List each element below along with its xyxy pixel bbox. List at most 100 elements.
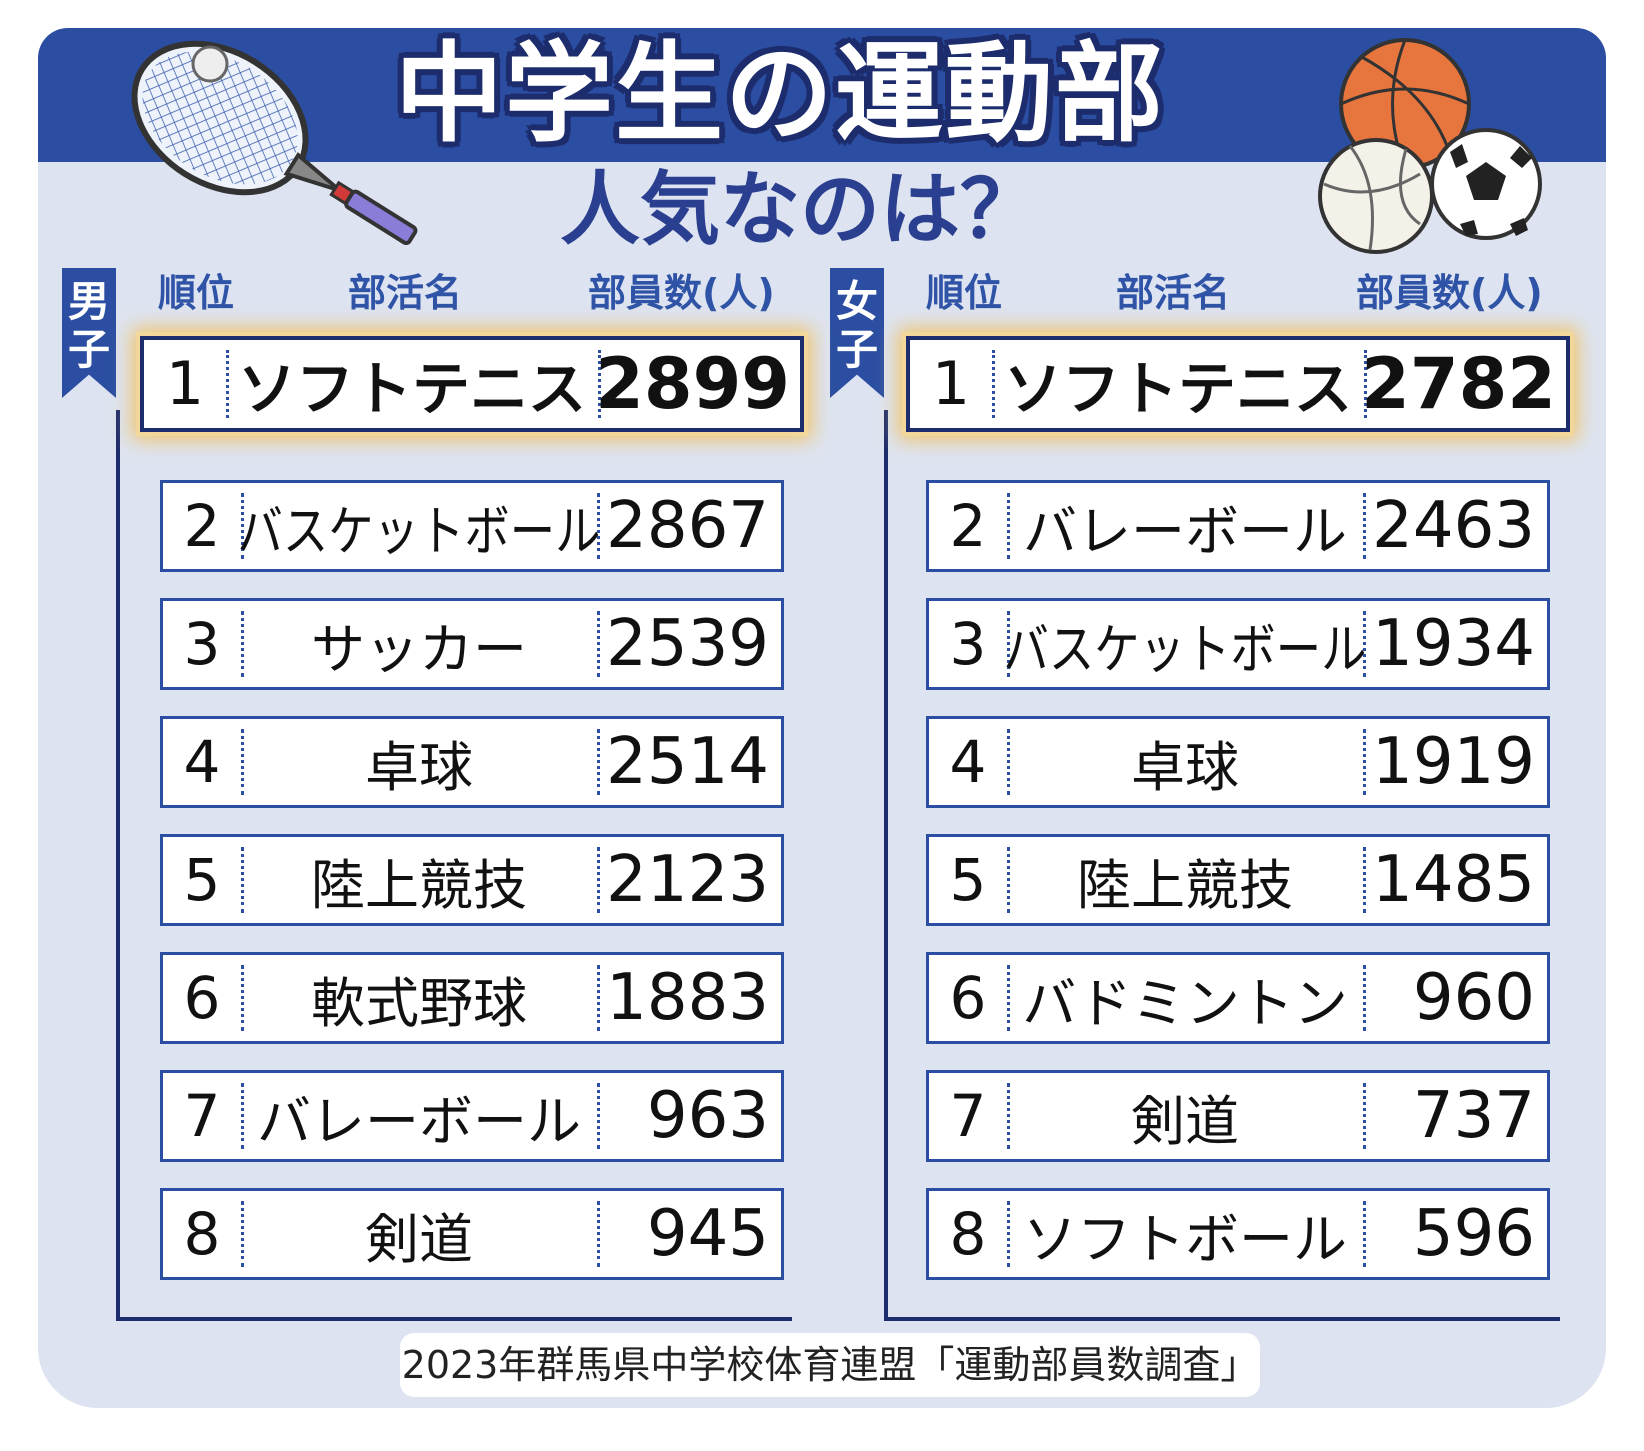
- club-name-cell: バレーボール: [241, 1073, 597, 1159]
- table-row: 3 バスケットボール 1934: [926, 598, 1550, 690]
- balls-illustration: [1318, 38, 1542, 254]
- rank-cell: 1: [931, 349, 971, 419]
- column-divider: [241, 1083, 244, 1149]
- club-name: バスケットボール: [237, 499, 601, 563]
- column-divider: [1363, 965, 1366, 1031]
- club-name: 陸上競技: [1077, 853, 1293, 917]
- column-divider: [1363, 611, 1366, 677]
- column-divider: [1007, 729, 1010, 795]
- column-divider: [598, 350, 601, 418]
- member-count-cell: 1919: [1372, 725, 1535, 799]
- table-row: 6 軟式野球 1883: [160, 952, 784, 1044]
- column-divider: [1363, 847, 1366, 913]
- club-name-cell: 剣道: [241, 1191, 597, 1277]
- column-divider: [1364, 350, 1367, 418]
- rank-cell: 6: [183, 964, 221, 1032]
- table-row: 8 剣道 945: [160, 1188, 784, 1280]
- club-name-cell: 剣道: [1007, 1073, 1363, 1159]
- column-divider: [1007, 1083, 1010, 1149]
- page-title: 中学生の運動部: [394, 32, 1165, 157]
- basketball-icon: [1339, 38, 1471, 170]
- club-name-cell: 卓球: [241, 719, 597, 805]
- member-count-cell: 2514: [606, 725, 769, 799]
- rank-cell: 5: [949, 846, 987, 914]
- club-name-cell: ソフトテニス: [992, 340, 1364, 428]
- source-note: 2023年群馬県中学校体育連盟「運動部員数調査」: [400, 1333, 1260, 1397]
- column-divider: [992, 350, 995, 418]
- table-row: 1 ソフトテニス 2782: [906, 336, 1570, 432]
- club-name-cell: 卓球: [1007, 719, 1363, 805]
- club-name: バドミントン: [1022, 971, 1348, 1035]
- rank-cell: 8: [949, 1200, 987, 1268]
- club-name: 軟式野球: [311, 971, 527, 1035]
- column-divider: [1363, 493, 1366, 559]
- volleyball-icon: [1318, 138, 1434, 254]
- page-subtitle: 人気なのは？: [560, 163, 1040, 256]
- table-frame-male: [116, 410, 792, 1321]
- rank-cell: 5: [183, 846, 221, 914]
- column-divider: [241, 965, 244, 1031]
- member-count-cell: 2867: [606, 489, 769, 563]
- table-row: 3 サッカー 2539: [160, 598, 784, 690]
- club-name: ソフトボール: [1023, 1207, 1347, 1271]
- column-header-members: 部員数(人): [588, 271, 775, 315]
- club-name-cell: バレーボール: [1007, 483, 1363, 569]
- column-header-members: 部員数(人): [1356, 271, 1543, 315]
- column-header-rank: 順位: [926, 271, 1003, 315]
- club-name-cell: ソフトテニス: [226, 340, 598, 428]
- rank-cell: 3: [949, 610, 987, 678]
- club-name-cell: 軟式野球: [241, 955, 597, 1041]
- member-count-cell: 1934: [1372, 607, 1535, 681]
- member-count-cell: 2782: [1361, 343, 1556, 425]
- club-name-cell: ソフトボール: [1007, 1191, 1363, 1277]
- member-count-cell: 945: [646, 1197, 769, 1271]
- column-divider: [226, 350, 229, 418]
- rank-cell: 4: [949, 728, 987, 796]
- rank-cell: 2: [183, 492, 221, 560]
- column-divider: [597, 493, 600, 559]
- table-row: 4 卓球 1919: [926, 716, 1550, 808]
- club-name-cell: バスケットボール: [1004, 601, 1367, 687]
- table-row: 4 卓球 2514: [160, 716, 784, 808]
- table-frame-female: [884, 410, 1560, 1321]
- column-divider: [1007, 493, 1010, 559]
- column-divider: [597, 1201, 600, 1267]
- column-divider: [597, 847, 600, 913]
- table-row: 7 剣道 737: [926, 1070, 1550, 1162]
- column-divider: [597, 965, 600, 1031]
- member-count-cell: 963: [646, 1079, 769, 1153]
- column-divider: [241, 729, 244, 795]
- table-row: 2 バスケットボール 2867: [160, 480, 784, 572]
- column-divider: [241, 611, 244, 677]
- member-count-cell: 960: [1412, 961, 1535, 1035]
- club-name: 卓球: [365, 735, 473, 799]
- club-name: 剣道: [1131, 1089, 1239, 1153]
- column-divider: [597, 1083, 600, 1149]
- club-name: 陸上競技: [311, 853, 527, 917]
- table-row: 2 バレーボール 2463: [926, 480, 1550, 572]
- member-count-cell: 1883: [606, 961, 769, 1035]
- column-header-club: 部活名: [348, 271, 463, 315]
- member-count-cell: 2463: [1372, 489, 1535, 563]
- column-divider: [1363, 1083, 1366, 1149]
- club-name: ソフトテニス: [1003, 355, 1352, 423]
- rank-cell: 4: [183, 728, 221, 796]
- club-name: バスケットボール: [1003, 617, 1367, 681]
- club-name-cell: 陸上競技: [1007, 837, 1363, 923]
- club-name-cell: バドミントン: [1007, 955, 1363, 1041]
- club-name: 卓球: [1131, 735, 1239, 799]
- club-name: バレーボール: [1023, 499, 1347, 563]
- column-divider: [597, 611, 600, 677]
- member-count-cell: 2899: [595, 343, 790, 425]
- column-divider: [241, 493, 244, 559]
- column-header-club: 部活名: [1116, 271, 1231, 315]
- member-count-cell: 596: [1412, 1197, 1535, 1271]
- member-count-cell: 2539: [606, 607, 769, 681]
- rank-cell: 2: [949, 492, 987, 560]
- table-row: 7 バレーボール 963: [160, 1070, 784, 1162]
- club-name-cell: 陸上競技: [241, 837, 597, 923]
- member-count-cell: 1485: [1372, 843, 1535, 917]
- table-row: 5 陸上競技 1485: [926, 834, 1550, 926]
- table-row: 1 ソフトテニス 2899: [140, 336, 804, 432]
- club-name-cell: サッカー: [241, 601, 597, 687]
